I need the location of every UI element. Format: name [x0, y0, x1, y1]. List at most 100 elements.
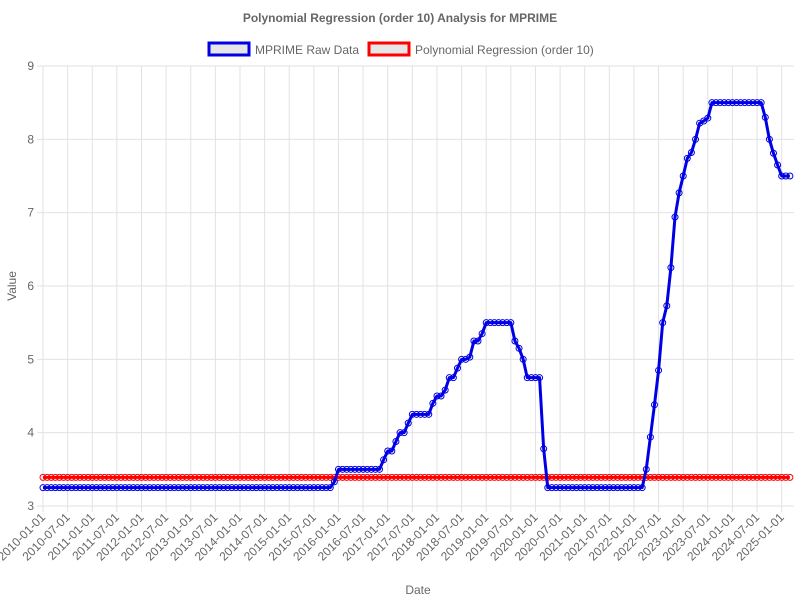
data-point-regression[interactable] [527, 473, 535, 481]
data-point-regression[interactable] [39, 473, 47, 481]
data-point-regression[interactable] [671, 473, 679, 481]
data-point-raw-data[interactable] [183, 484, 191, 492]
data-point-regression[interactable] [72, 473, 80, 481]
data-point-raw-data[interactable] [708, 99, 716, 107]
data-point-regression[interactable] [593, 473, 601, 481]
data-point-raw-data[interactable] [326, 484, 334, 492]
data-point-regression[interactable] [552, 473, 560, 481]
data-point-raw-data[interactable] [716, 99, 724, 107]
data-point-raw-data[interactable] [154, 484, 162, 492]
data-point-raw-data[interactable] [556, 484, 564, 492]
data-point-raw-data[interactable] [655, 366, 663, 374]
data-point-raw-data[interactable] [503, 319, 511, 327]
data-point-raw-data[interactable] [228, 484, 236, 492]
data-point-regression[interactable] [724, 473, 732, 481]
data-point-raw-data[interactable] [55, 484, 63, 492]
data-point-raw-data[interactable] [306, 484, 314, 492]
data-point-raw-data[interactable] [322, 484, 330, 492]
data-point-raw-data[interactable] [371, 465, 379, 473]
data-point-raw-data[interactable] [232, 484, 240, 492]
data-point-regression[interactable] [675, 473, 683, 481]
data-point-raw-data[interactable] [560, 484, 568, 492]
data-point-regression[interactable] [585, 473, 593, 481]
data-point-regression[interactable] [125, 473, 133, 481]
data-point-regression[interactable] [556, 473, 564, 481]
data-point-regression[interactable] [425, 473, 433, 481]
data-point-raw-data[interactable] [187, 484, 195, 492]
data-point-regression[interactable] [142, 473, 150, 481]
data-point-raw-data[interactable] [252, 484, 260, 492]
data-point-regression[interactable] [187, 473, 195, 481]
data-point-regression[interactable] [248, 473, 256, 481]
data-point-raw-data[interactable] [437, 392, 445, 400]
data-point-raw-data[interactable] [281, 484, 289, 492]
data-point-regression[interactable] [84, 473, 92, 481]
data-point-regression[interactable] [679, 473, 687, 481]
data-point-regression[interactable] [207, 473, 215, 481]
data-point-raw-data[interactable] [753, 99, 761, 107]
data-point-regression[interactable] [769, 473, 777, 481]
data-point-regression[interactable] [240, 473, 248, 481]
data-point-regression[interactable] [252, 473, 260, 481]
data-point-raw-data[interactable] [786, 172, 794, 180]
data-point-raw-data[interactable] [109, 484, 117, 492]
data-point-regression[interactable] [257, 473, 264, 481]
data-point-regression[interactable] [782, 473, 790, 481]
data-point-regression[interactable] [43, 473, 51, 481]
data-point-raw-data[interactable] [367, 465, 375, 473]
data-point-regression[interactable] [281, 473, 289, 481]
data-point-regression[interactable] [667, 473, 675, 481]
data-point-regression[interactable] [158, 473, 166, 481]
data-point-raw-data[interactable] [240, 484, 248, 492]
data-point-raw-data[interactable] [618, 484, 626, 492]
data-point-regression[interactable] [478, 473, 486, 481]
data-point-regression[interactable] [765, 473, 773, 481]
data-point-raw-data[interactable] [495, 319, 503, 327]
data-point-regression[interactable] [716, 473, 724, 481]
data-point-regression[interactable] [408, 473, 416, 481]
data-point-raw-data[interactable] [392, 437, 400, 445]
data-point-raw-data[interactable] [363, 465, 371, 473]
data-point-raw-data[interactable] [593, 484, 601, 492]
data-point-regression[interactable] [117, 473, 125, 481]
data-point-raw-data[interactable] [133, 484, 141, 492]
data-point-raw-data[interactable] [76, 484, 84, 492]
data-point-raw-data[interactable] [339, 465, 347, 473]
data-point-regression[interactable] [474, 473, 482, 481]
data-point-regression[interactable] [51, 473, 59, 481]
data-point-regression[interactable] [269, 473, 277, 481]
data-point-raw-data[interactable] [425, 410, 433, 418]
data-point-raw-data[interactable] [597, 484, 605, 492]
data-point-regression[interactable] [339, 473, 347, 481]
data-point-raw-data[interactable] [458, 355, 466, 363]
data-point-raw-data[interactable] [88, 484, 96, 492]
data-point-regression[interactable] [687, 473, 695, 481]
data-point-raw-data[interactable] [174, 484, 182, 492]
data-point-regression[interactable] [129, 473, 137, 481]
data-point-regression[interactable] [774, 473, 782, 481]
data-point-regression[interactable] [437, 473, 445, 481]
data-point-raw-data[interactable] [544, 484, 552, 492]
data-point-regression[interactable] [298, 473, 306, 481]
data-point-regression[interactable] [215, 473, 223, 481]
data-point-regression[interactable] [137, 473, 145, 481]
data-point-raw-data[interactable] [158, 484, 166, 492]
data-point-raw-data[interactable] [659, 319, 667, 327]
data-point-raw-data[interactable] [782, 172, 790, 180]
data-point-raw-data[interactable] [318, 484, 326, 492]
data-point-regression[interactable] [55, 473, 63, 481]
data-point-raw-data[interactable] [215, 484, 223, 492]
data-point-raw-data[interactable] [261, 484, 269, 492]
data-point-regression[interactable] [581, 473, 589, 481]
data-point-regression[interactable] [634, 473, 642, 481]
data-point-raw-data[interactable] [380, 456, 388, 464]
data-point-raw-data[interactable] [277, 484, 285, 492]
data-point-regression[interactable] [646, 473, 654, 481]
data-point-raw-data[interactable] [347, 465, 355, 473]
data-point-regression[interactable] [183, 473, 191, 481]
data-point-raw-data[interactable] [622, 484, 630, 492]
data-point-regression[interactable] [568, 473, 576, 481]
data-point-raw-data[interactable] [548, 484, 556, 492]
data-point-regression[interactable] [507, 473, 515, 481]
data-point-raw-data[interactable] [441, 386, 449, 394]
